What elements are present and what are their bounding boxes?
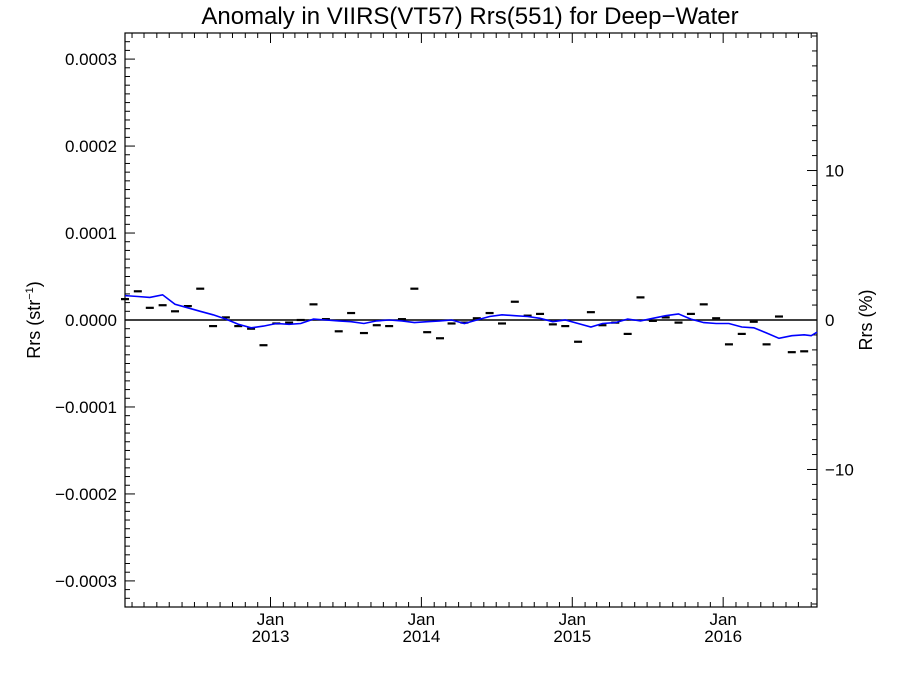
x-tick-month-label: Jan [408, 610, 435, 629]
right-tick-label: 10 [825, 162, 844, 181]
left-y-axis-label: Rrs (str−1) [24, 281, 44, 359]
left-tick-label: 0.0002 [65, 137, 117, 156]
left-tick-label: −0.0002 [55, 485, 117, 504]
x-tick-year-label: 2014 [402, 627, 440, 646]
left-tick-label: 0.0000 [65, 311, 117, 330]
x-tick-month-label: Jan [709, 610, 736, 629]
right-tick-label: 0 [825, 311, 834, 330]
left-y-axis-label-superscript: −1 [24, 287, 36, 300]
trend-line [124, 293, 818, 340]
left-tick-label: 0.0003 [65, 50, 117, 69]
left-y-axis-label-text: Rrs (str [24, 300, 44, 359]
left-tick-label: −0.0003 [55, 572, 117, 591]
left-y-axis: 0.0003 0.0002 0.0001 0.0000 −0.0001 −0.0002 −0… [55, 32, 135, 608]
x-tick-year-label: 2015 [553, 627, 591, 646]
right-y-axis-label: Rrs (%) [856, 290, 876, 351]
x-tick-month-label: Jan [559, 610, 586, 629]
left-tick-label: −0.0001 [55, 398, 117, 417]
left-tick-label: 0.0001 [65, 224, 117, 243]
right-tick-label: −10 [825, 460, 854, 479]
anomaly-points [121, 287, 809, 354]
left-y-axis-label-close: ) [24, 281, 44, 287]
x-tick-year-label: 2016 [704, 627, 742, 646]
right-y-axis: 10 0 −10 [807, 35, 854, 605]
chart-title: Anomaly in VIIRS(VT57) Rrs(551) for Deep… [201, 3, 738, 30]
x-tick-month-label: Jan [257, 610, 284, 629]
x-tick-year-label: 2013 [252, 627, 290, 646]
